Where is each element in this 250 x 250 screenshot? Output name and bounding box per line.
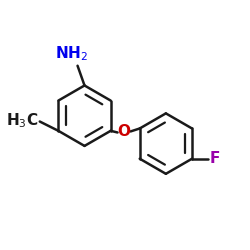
- Text: NH$_2$: NH$_2$: [55, 45, 88, 64]
- Text: F: F: [210, 151, 220, 166]
- Text: O: O: [118, 124, 130, 140]
- Text: H$_3$C: H$_3$C: [6, 111, 38, 130]
